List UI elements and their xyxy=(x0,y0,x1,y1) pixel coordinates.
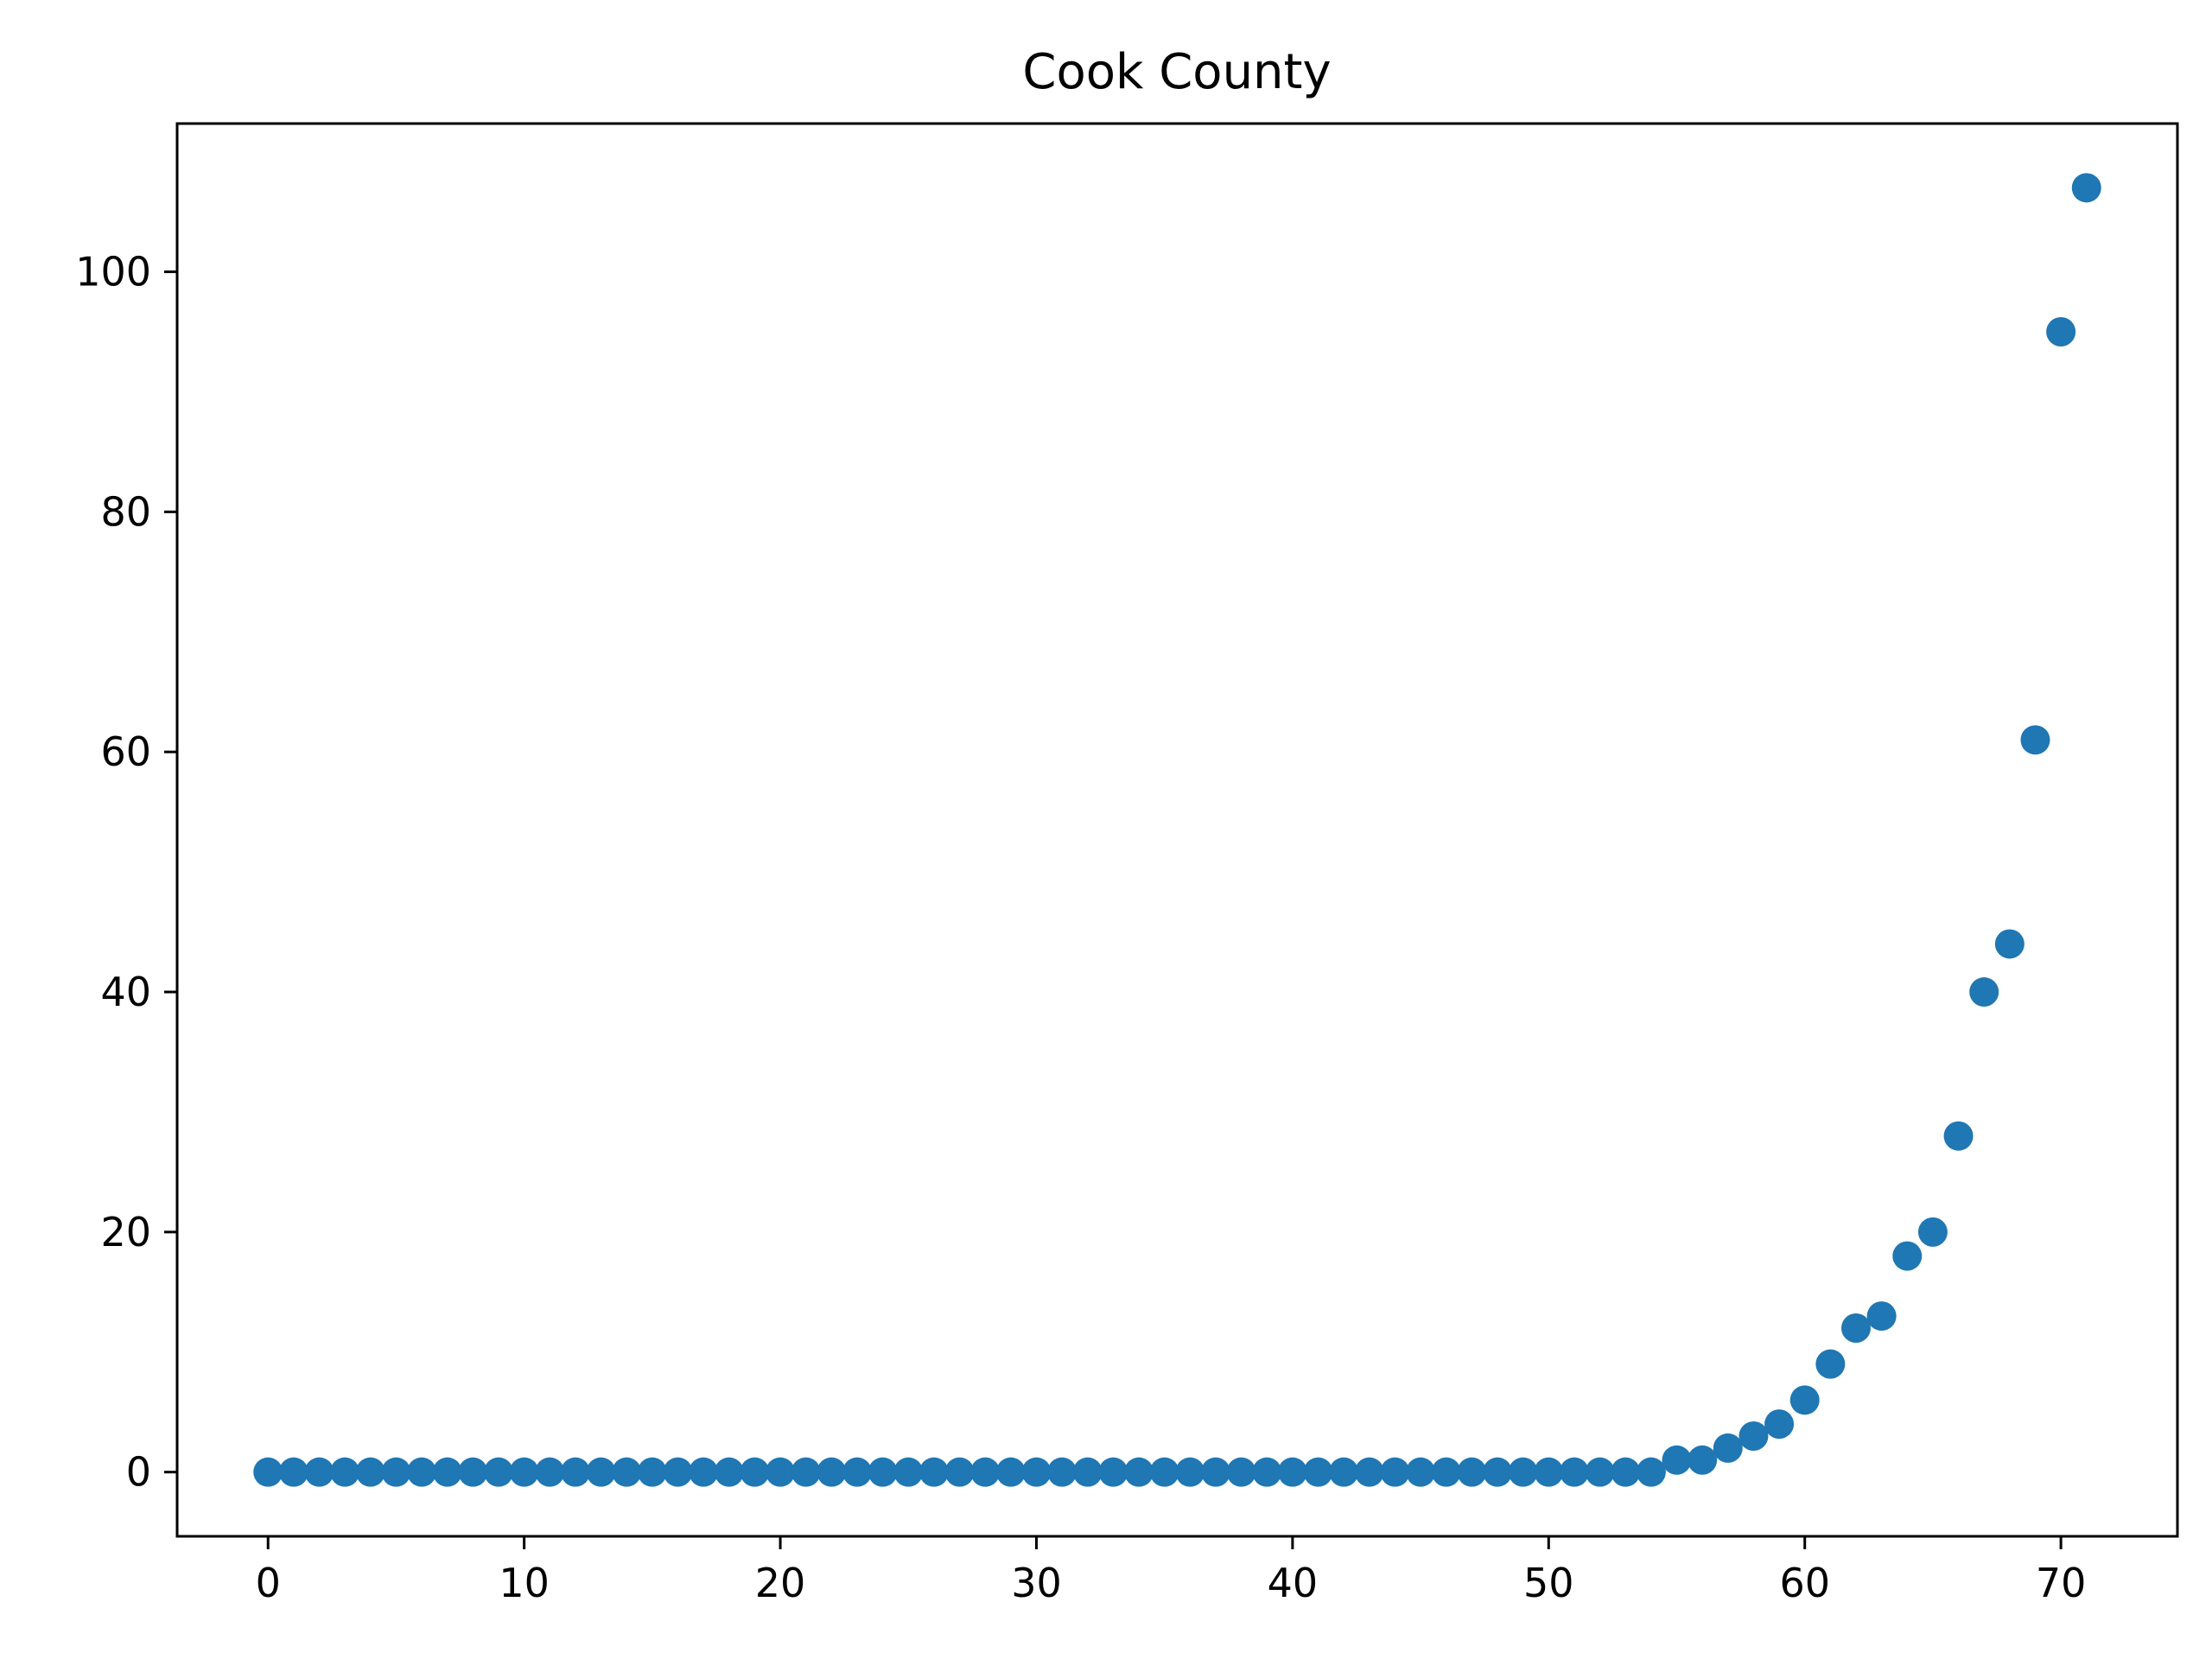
data-point xyxy=(1277,1457,1307,1487)
data-point xyxy=(1098,1457,1128,1487)
x-tick-label: 50 xyxy=(1523,1560,1574,1606)
data-point xyxy=(1943,1121,1974,1151)
x-tick-label: 40 xyxy=(1268,1560,1319,1606)
y-tick-label: 100 xyxy=(75,249,151,296)
data-point xyxy=(304,1457,334,1487)
data-point xyxy=(1124,1457,1154,1487)
data-point xyxy=(1917,1217,1948,1247)
y-tick-label: 60 xyxy=(100,728,151,775)
data-point xyxy=(1585,1457,1615,1487)
data-point xyxy=(484,1457,514,1487)
data-point xyxy=(714,1457,744,1487)
data-point xyxy=(1252,1457,1282,1487)
data-point xyxy=(1457,1457,1487,1487)
data-point xyxy=(817,1457,847,1487)
data-point xyxy=(253,1457,283,1487)
data-point xyxy=(1329,1457,1359,1487)
data-point xyxy=(381,1457,411,1487)
data-point xyxy=(330,1457,360,1487)
data-point xyxy=(278,1457,308,1487)
data-point xyxy=(1354,1457,1384,1487)
data-point xyxy=(2071,173,2101,203)
data-point xyxy=(1636,1457,1666,1487)
data-point xyxy=(1072,1457,1103,1487)
data-point xyxy=(1994,929,2024,959)
data-point xyxy=(1815,1349,1846,1379)
data-point xyxy=(612,1457,642,1487)
data-point xyxy=(766,1457,796,1487)
data-point xyxy=(1534,1457,1564,1487)
data-point xyxy=(689,1457,719,1487)
data-point xyxy=(2046,317,2076,347)
y-axis: 0 20 40 60 80 100 xyxy=(75,249,177,1496)
x-tick-label: 60 xyxy=(1779,1560,1830,1606)
x-tick-label: 30 xyxy=(1011,1560,1062,1606)
data-point xyxy=(1226,1457,1256,1487)
data-point xyxy=(1149,1457,1179,1487)
data-point xyxy=(1380,1457,1410,1487)
data-point xyxy=(1662,1445,1692,1475)
data-point xyxy=(1508,1457,1538,1487)
data-point xyxy=(1611,1457,1641,1487)
data-point xyxy=(2020,725,2050,755)
data-point xyxy=(1021,1457,1052,1487)
data-point xyxy=(944,1457,975,1487)
data-point xyxy=(1431,1457,1461,1487)
data-point xyxy=(1866,1301,1897,1332)
data-point xyxy=(637,1457,667,1487)
data-point xyxy=(1840,1313,1871,1343)
data-point xyxy=(1200,1457,1230,1487)
data-point xyxy=(509,1457,539,1487)
data-point xyxy=(1688,1445,1718,1475)
x-tick-label: 70 xyxy=(2036,1560,2087,1606)
data-point xyxy=(868,1457,898,1487)
data-point xyxy=(970,1457,1001,1487)
y-tick-label: 80 xyxy=(100,488,151,535)
data-point xyxy=(1483,1457,1513,1487)
data-point xyxy=(355,1457,385,1487)
x-axis: 0 10 20 30 40 50 60 70 xyxy=(256,1536,2087,1606)
data-point xyxy=(1303,1457,1333,1487)
data-point xyxy=(842,1457,872,1487)
y-tick-label: 0 xyxy=(126,1449,151,1496)
y-tick-label: 40 xyxy=(100,969,151,1015)
x-tick-label: 0 xyxy=(256,1560,281,1606)
data-point xyxy=(995,1457,1026,1487)
data-point xyxy=(663,1457,693,1487)
data-point xyxy=(893,1457,924,1487)
data-point xyxy=(1764,1409,1795,1440)
data-point xyxy=(791,1457,821,1487)
data-point xyxy=(1047,1457,1077,1487)
data-point xyxy=(918,1457,949,1487)
data-point xyxy=(740,1457,770,1487)
data-point xyxy=(535,1457,565,1487)
x-tick-label: 10 xyxy=(499,1560,550,1606)
data-point xyxy=(1559,1457,1589,1487)
data-point xyxy=(458,1457,488,1487)
y-tick-label: 20 xyxy=(100,1209,151,1255)
data-point xyxy=(586,1457,616,1487)
x-tick-label: 20 xyxy=(755,1560,806,1606)
data-point xyxy=(1892,1241,1923,1271)
data-point xyxy=(1713,1433,1743,1463)
data-point xyxy=(432,1457,462,1487)
chart-title: Cook County xyxy=(1022,44,1331,100)
data-point xyxy=(407,1457,437,1487)
data-point xyxy=(1175,1457,1205,1487)
data-point xyxy=(1969,977,1999,1007)
plot-frame xyxy=(175,122,2179,1538)
data-points xyxy=(253,173,2101,1487)
data-point xyxy=(1738,1421,1769,1452)
data-point xyxy=(560,1457,590,1487)
data-point xyxy=(1406,1457,1436,1487)
data-point xyxy=(1789,1385,1820,1415)
